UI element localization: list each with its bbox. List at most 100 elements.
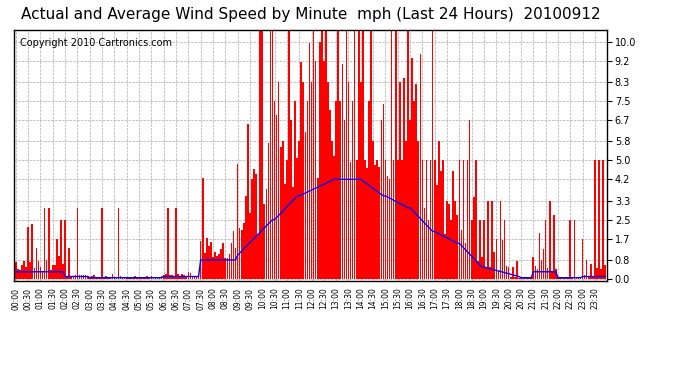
Bar xyxy=(241,230,243,279)
Bar xyxy=(293,187,294,279)
Bar xyxy=(218,254,220,279)
Bar xyxy=(526,278,528,279)
Bar xyxy=(594,160,595,279)
Bar xyxy=(473,197,475,279)
Bar xyxy=(179,276,181,279)
Text: Copyright 2010 Cartronics.com: Copyright 2010 Cartronics.com xyxy=(20,38,172,48)
Bar xyxy=(317,178,319,279)
Bar xyxy=(545,220,546,279)
Bar xyxy=(573,220,575,279)
Bar xyxy=(493,252,495,279)
Bar xyxy=(288,30,290,279)
Bar xyxy=(391,30,393,279)
Bar xyxy=(230,243,233,279)
Bar xyxy=(257,234,259,279)
Bar xyxy=(477,261,479,279)
Bar xyxy=(430,160,431,279)
Bar xyxy=(405,141,407,279)
Bar xyxy=(79,275,80,279)
Bar xyxy=(604,265,606,279)
Bar xyxy=(588,276,589,279)
Bar xyxy=(483,220,485,279)
Bar xyxy=(411,58,413,279)
Bar xyxy=(413,101,415,279)
Bar xyxy=(58,256,60,279)
Bar xyxy=(395,30,397,279)
Bar xyxy=(152,278,155,279)
Bar xyxy=(448,204,450,279)
Bar xyxy=(220,249,222,279)
Bar xyxy=(128,278,130,279)
Bar xyxy=(590,264,591,279)
Bar xyxy=(243,223,244,279)
Bar xyxy=(308,43,310,279)
Bar xyxy=(508,267,509,279)
Bar xyxy=(208,246,210,279)
Bar xyxy=(34,267,35,279)
Bar xyxy=(159,278,160,279)
Bar xyxy=(120,276,121,279)
Bar xyxy=(161,276,162,279)
Bar xyxy=(122,277,124,279)
Bar xyxy=(327,82,328,279)
Bar xyxy=(518,278,520,279)
Bar xyxy=(537,269,538,279)
Bar xyxy=(38,261,39,279)
Bar xyxy=(294,101,296,279)
Bar xyxy=(104,277,105,279)
Bar xyxy=(52,265,54,279)
Bar xyxy=(226,258,228,279)
Bar xyxy=(584,274,585,279)
Bar xyxy=(249,213,250,279)
Bar xyxy=(200,242,201,279)
Bar xyxy=(95,277,97,279)
Bar xyxy=(148,278,150,279)
Bar xyxy=(237,164,239,279)
Bar xyxy=(126,277,128,279)
Bar xyxy=(296,158,298,279)
Bar xyxy=(298,141,300,279)
Bar xyxy=(26,267,27,279)
Bar xyxy=(77,208,78,279)
Bar xyxy=(464,243,466,279)
Bar xyxy=(535,266,536,279)
Bar xyxy=(39,267,41,279)
Bar xyxy=(375,165,376,279)
Bar xyxy=(214,252,216,279)
Bar xyxy=(319,42,321,279)
Bar xyxy=(262,30,263,279)
Bar xyxy=(68,248,70,279)
Bar xyxy=(108,278,109,279)
Bar xyxy=(169,275,170,279)
Bar xyxy=(206,238,208,279)
Bar xyxy=(337,30,339,279)
Bar xyxy=(553,215,555,279)
Bar xyxy=(592,276,593,279)
Bar xyxy=(463,160,464,279)
Bar xyxy=(134,276,136,279)
Bar xyxy=(188,272,189,279)
Bar xyxy=(426,160,427,279)
Bar xyxy=(93,275,95,279)
Bar xyxy=(165,274,166,279)
Bar xyxy=(282,141,284,279)
Text: Actual and Average Wind Speed by Minute  mph (Last 24 Hours)  20100912: Actual and Average Wind Speed by Minute … xyxy=(21,8,600,22)
Bar xyxy=(360,82,362,279)
Bar xyxy=(386,176,388,279)
Bar xyxy=(356,160,357,279)
Bar xyxy=(457,215,458,279)
Bar xyxy=(268,143,269,279)
Bar xyxy=(567,277,569,279)
Bar xyxy=(247,124,248,279)
Bar xyxy=(491,201,493,279)
Bar xyxy=(87,276,88,279)
Bar xyxy=(110,277,111,279)
Bar xyxy=(302,82,304,279)
Bar xyxy=(432,30,433,279)
Bar xyxy=(504,220,505,279)
Bar xyxy=(388,179,391,279)
Bar xyxy=(502,240,503,279)
Bar xyxy=(251,179,253,279)
Bar xyxy=(497,270,499,279)
Bar xyxy=(181,274,183,279)
